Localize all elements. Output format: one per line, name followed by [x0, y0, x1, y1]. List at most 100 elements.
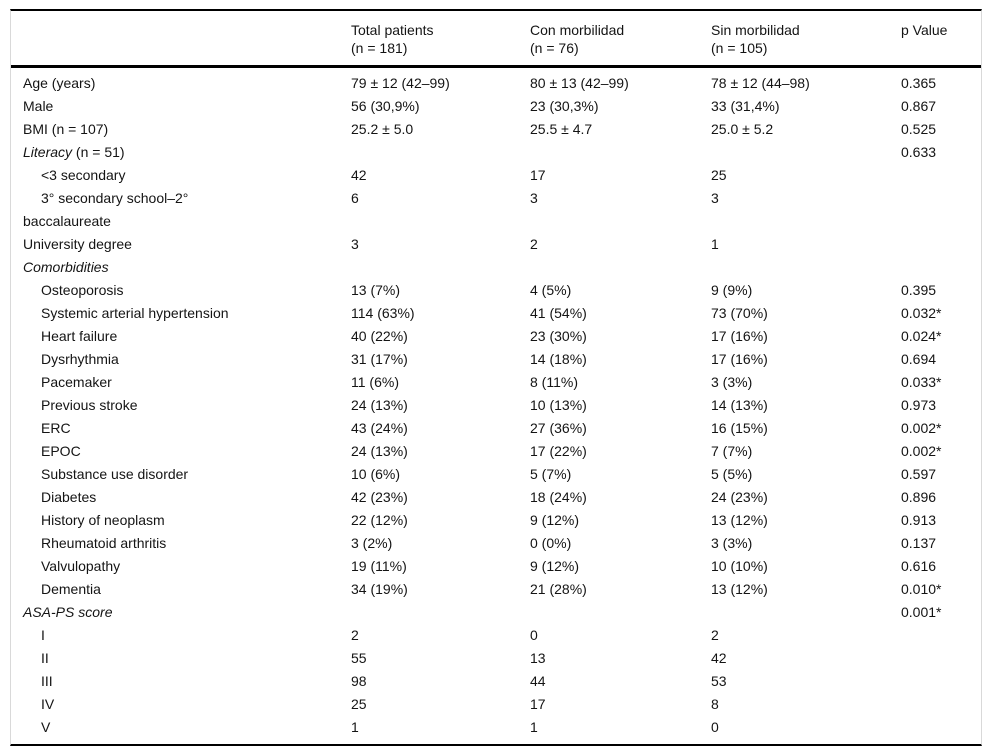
table-row: Comorbidities	[11, 256, 981, 279]
row-label-cell: University degree	[23, 236, 132, 252]
row-label-cell: Dysrhythmia	[41, 351, 119, 367]
data-cell: 0	[711, 719, 719, 735]
table-row: Previous stroke 24 (13%) 10 (13%) 14 (13%) 0…	[11, 394, 981, 417]
p-value-cell	[901, 647, 981, 670]
data-cell: 31 (17%)	[351, 351, 408, 367]
data-cell	[530, 256, 711, 279]
p-value-cell	[901, 693, 981, 716]
data-cell: 6	[351, 190, 359, 206]
p-value-cell: 0.694	[901, 351, 937, 367]
data-cell: 16 (15%)	[711, 420, 768, 436]
data-cell: 3	[351, 236, 359, 252]
header-line1: Total patients	[351, 22, 434, 38]
data-cell: 3	[711, 190, 719, 206]
data-cell: 22 (12%)	[351, 512, 408, 528]
data-cell: 13	[530, 650, 546, 666]
data-cell: 2	[711, 627, 719, 643]
p-value-cell	[901, 187, 981, 233]
data-cell: 2	[530, 236, 538, 252]
p-value-cell: 0.001*	[901, 604, 942, 620]
data-cell: 79 ± 12 (42–99)	[351, 75, 450, 91]
row-label-cell: I	[41, 627, 45, 643]
data-cell: 3 (3%)	[711, 374, 753, 390]
data-cell: 8 (11%)	[530, 374, 578, 390]
data-cell: 25.2 ± 5.0	[351, 121, 414, 137]
data-cell: 0 (0%)	[530, 535, 572, 551]
data-cell: 25	[711, 167, 727, 183]
data-cell: 0	[530, 627, 538, 643]
data-cell: 25.5 ± 4.7	[530, 121, 593, 137]
table-row: Substance use disorder 10 (6%) 5 (7%) 5 (5%…	[11, 463, 981, 486]
data-cell: 19 (11%)	[351, 558, 407, 574]
header-sin-morbilidad: Sin morbilidad (n = 105)	[711, 11, 901, 68]
table-row: BMI (n = 107) 25.2 ± 5.0 25.5 ± 4.7 25.0 ± …	[11, 118, 981, 141]
table-row: University degree 3 2 1	[11, 233, 981, 256]
row-label-cell: V	[41, 719, 51, 735]
data-cell: 41 (54%)	[530, 305, 587, 321]
row-label-cell: Diabetes	[41, 489, 97, 505]
table-body: Age (years) 79 ± 12 (42–99) 80 ± 13 (42–99…	[11, 67, 981, 745]
p-value-cell	[901, 233, 981, 256]
data-cell	[711, 601, 901, 624]
data-cell: 5 (5%)	[711, 466, 753, 482]
data-cell: 10 (6%)	[351, 466, 401, 482]
p-value-cell	[901, 716, 981, 744]
table-row: <3 secondary 42 17 25	[11, 164, 981, 187]
data-cell: 25.0 ± 5.2	[711, 121, 774, 137]
data-cell: 3 (3%)	[711, 535, 753, 551]
data-cell: 14 (18%)	[530, 351, 587, 367]
row-label-cell: Previous stroke	[41, 397, 138, 413]
data-cell: 17 (22%)	[530, 443, 587, 459]
table-row: Heart failure 40 (22%) 23 (30%) 17 (16%) 0.0…	[11, 325, 981, 348]
data-cell: 73 (70%)	[711, 305, 768, 321]
p-value-cell: 0.032*	[901, 305, 942, 321]
row-label-cell: 3° secondary school–2° baccalaureate	[11, 187, 351, 233]
p-value-cell: 0.597	[901, 466, 937, 482]
row-label-cell: Comorbidities	[23, 259, 109, 275]
table-row: Diabetes 42 (23%) 18 (24%) 24 (23%) 0.896	[11, 486, 981, 509]
table-row: Rheumatoid arthritis 3 (2%) 0 (0%) 3 (3%) 0.…	[11, 532, 981, 555]
data-cell: 42	[711, 650, 727, 666]
data-cell: 23 (30%)	[530, 328, 587, 344]
row-label-cell: <3 secondary	[41, 167, 126, 183]
table-header: Total patients (n = 181) Con morbilidad …	[11, 11, 981, 68]
data-cell: 2	[351, 627, 359, 643]
data-cell: 17	[530, 696, 546, 712]
header-line1: Con morbilidad	[530, 22, 625, 38]
p-value-cell: 0.137	[901, 535, 937, 551]
p-value-cell: 0.616	[901, 558, 937, 574]
data-cell: 7 (7%)	[711, 443, 753, 459]
table-row: Literacy (n = 51) 0.633	[11, 141, 981, 164]
data-cell: 98	[351, 673, 367, 689]
header-row: Total patients (n = 181) Con morbilidad …	[11, 11, 981, 68]
row-label-cell: IV	[41, 696, 55, 712]
patient-characteristics-table: Total patients (n = 181) Con morbilidad …	[11, 11, 981, 744]
row-label-cell: Osteoporosis	[41, 282, 124, 298]
p-value-cell: 0.010*	[901, 581, 942, 597]
table-row: 3° secondary school–2° baccalaureate 6 3 3	[11, 187, 981, 233]
data-cell: 56 (30,9%)	[351, 98, 420, 114]
table-row: Age (years) 79 ± 12 (42–99) 80 ± 13 (42–99…	[11, 67, 981, 96]
data-cell: 13 (7%)	[351, 282, 401, 298]
data-cell: 8	[711, 696, 719, 712]
data-cell: 42	[351, 167, 367, 183]
table-row: History of neoplasm 22 (12%) 9 (12%) 13 (12…	[11, 509, 981, 532]
data-cell: 80 ± 13 (42–99)	[530, 75, 629, 91]
p-value-cell: 0.033*	[901, 374, 942, 390]
data-cell: 9 (12%)	[530, 512, 580, 528]
data-cell: 1	[711, 236, 719, 252]
row-label-cell: II	[41, 650, 49, 666]
row-label-cell: Pacemaker	[41, 374, 112, 390]
data-cell: 23 (30,3%)	[530, 98, 599, 114]
data-cell: 1	[530, 719, 538, 735]
data-cell	[351, 601, 530, 624]
header-line1: Sin morbilidad	[711, 22, 800, 38]
data-cell: 1	[351, 719, 359, 735]
row-label-cell: BMI (n = 107)	[23, 121, 109, 137]
header-line1: p Value	[901, 22, 948, 38]
p-value-cell: 0.395	[901, 282, 937, 298]
data-cell	[351, 141, 530, 164]
table-row: IV 25 17 8	[11, 693, 981, 716]
data-cell: 27 (36%)	[530, 420, 587, 436]
header-line2: (n = 105)	[711, 40, 768, 56]
